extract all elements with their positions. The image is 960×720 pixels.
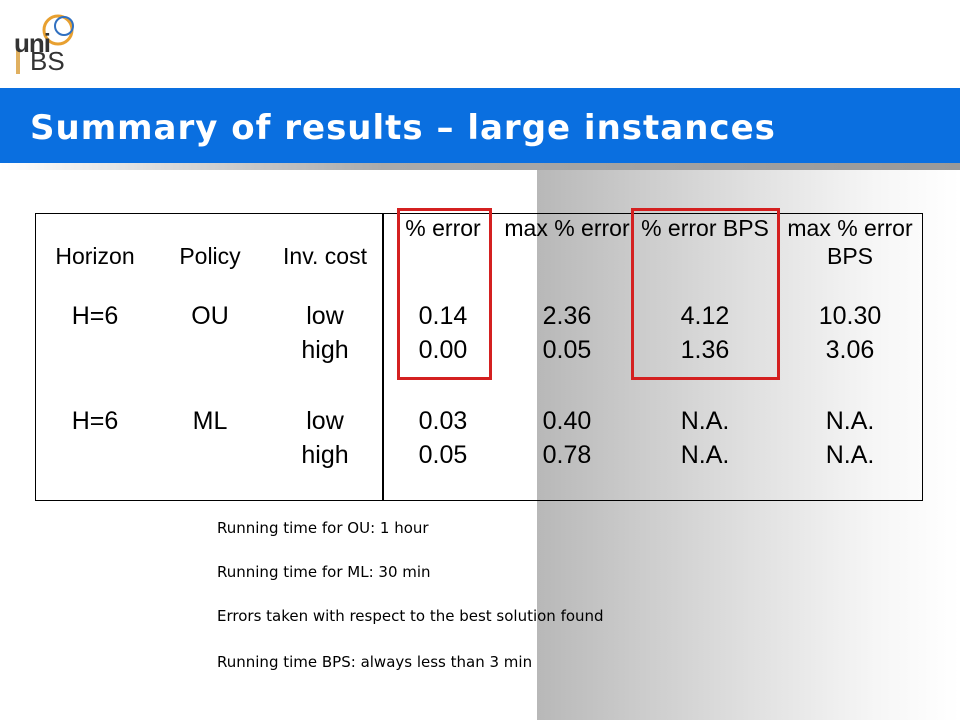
value: 4.12 xyxy=(680,302,730,330)
horizon: H=6 xyxy=(71,302,119,330)
value: N.A. xyxy=(825,441,875,469)
note: Running time BPS: always less than 3 min xyxy=(217,653,533,671)
title-bar xyxy=(0,88,960,163)
value: 1.36 xyxy=(680,336,730,364)
policy: OU xyxy=(191,302,229,330)
row-header: Inv. cost xyxy=(283,243,367,269)
value: 10.30 xyxy=(818,302,882,330)
value: 3.06 xyxy=(825,336,875,364)
value: 0.00 xyxy=(418,336,468,364)
inv-cost: high xyxy=(301,336,349,364)
note: Errors taken with respect to the best so… xyxy=(217,607,604,625)
column-header: max % error xyxy=(504,215,630,241)
column-header: max % error BPS xyxy=(787,215,913,269)
logo-art xyxy=(16,14,74,74)
value: 2.36 xyxy=(542,302,592,330)
highlight-box xyxy=(397,208,492,380)
value: 0.40 xyxy=(542,407,592,435)
policy: ML xyxy=(192,407,228,435)
value: 0.14 xyxy=(418,302,468,330)
logo-bottom: BS xyxy=(30,46,65,76)
horizon: H=6 xyxy=(71,407,119,435)
title: Summary of results – large instances xyxy=(30,108,776,148)
inv-cost: low xyxy=(306,407,344,435)
row-header: Policy xyxy=(179,243,241,269)
logo-top: uni xyxy=(14,28,51,58)
value: 0.05 xyxy=(418,441,468,469)
value: N.A. xyxy=(680,441,730,469)
value: N.A. xyxy=(680,407,730,435)
logo-ring xyxy=(54,16,74,36)
value: 0.78 xyxy=(542,441,592,469)
note: Running time for ML: 30 min xyxy=(217,563,431,581)
inv-cost: high xyxy=(301,441,349,469)
note: Running time for OU: 1 hour xyxy=(217,519,429,537)
value: 0.03 xyxy=(418,407,468,435)
value: 0.05 xyxy=(542,336,592,364)
value: N.A. xyxy=(825,407,875,435)
table-divider xyxy=(382,213,384,500)
column-header: % error BPS xyxy=(641,215,769,241)
column-header: % error xyxy=(405,215,481,241)
logo-bar xyxy=(16,50,20,74)
table-frame xyxy=(35,213,923,501)
highlight-box xyxy=(631,208,780,380)
gray-strip xyxy=(537,170,960,720)
gray-rule xyxy=(0,163,960,170)
inv-cost: low xyxy=(306,302,344,330)
row-header: Horizon xyxy=(55,243,135,269)
